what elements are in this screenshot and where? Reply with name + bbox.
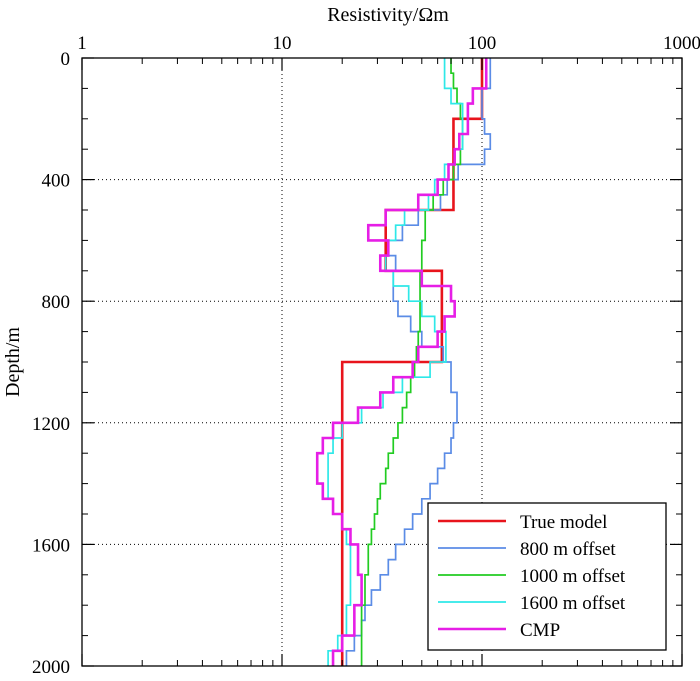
y-tick-label: 400 — [42, 171, 71, 192]
legend-entry: 1000 m offset — [520, 566, 626, 587]
legend: True model 800 m offset 1000 m offset 1600 … — [427, 502, 667, 651]
series-line — [315, 58, 488, 666]
legend-entry: CMP — [520, 620, 560, 641]
legend-box — [427, 502, 667, 651]
y-tick-label: 1600 — [32, 535, 70, 556]
x-axis-label: Resistivity/Ωm — [327, 4, 449, 26]
x-tick-labels: 1 10 100 1000 — [77, 33, 700, 54]
y-tick-labels: 0 400 800 1200 1600 2000 — [32, 49, 70, 678]
y-axis-label: Depth/m — [2, 327, 24, 397]
y-tick-label: 0 — [61, 49, 71, 70]
x-tick-label: 10 — [273, 33, 292, 54]
x-tick-label: 100 — [468, 33, 497, 54]
x-tick-label: 1 — [77, 33, 87, 54]
legend-entry: 800 m offset — [520, 539, 616, 560]
series-lines — [315, 58, 492, 666]
legend-entry: 1600 m offset — [520, 593, 626, 614]
y-tick-label: 800 — [42, 292, 71, 313]
y-tick-label: 1200 — [32, 414, 70, 435]
legend-entry: True model — [520, 512, 607, 533]
y-tick-label: 2000 — [32, 657, 70, 678]
x-tick-label: 1000 — [663, 33, 700, 54]
axis-ticks — [81, 57, 683, 667]
